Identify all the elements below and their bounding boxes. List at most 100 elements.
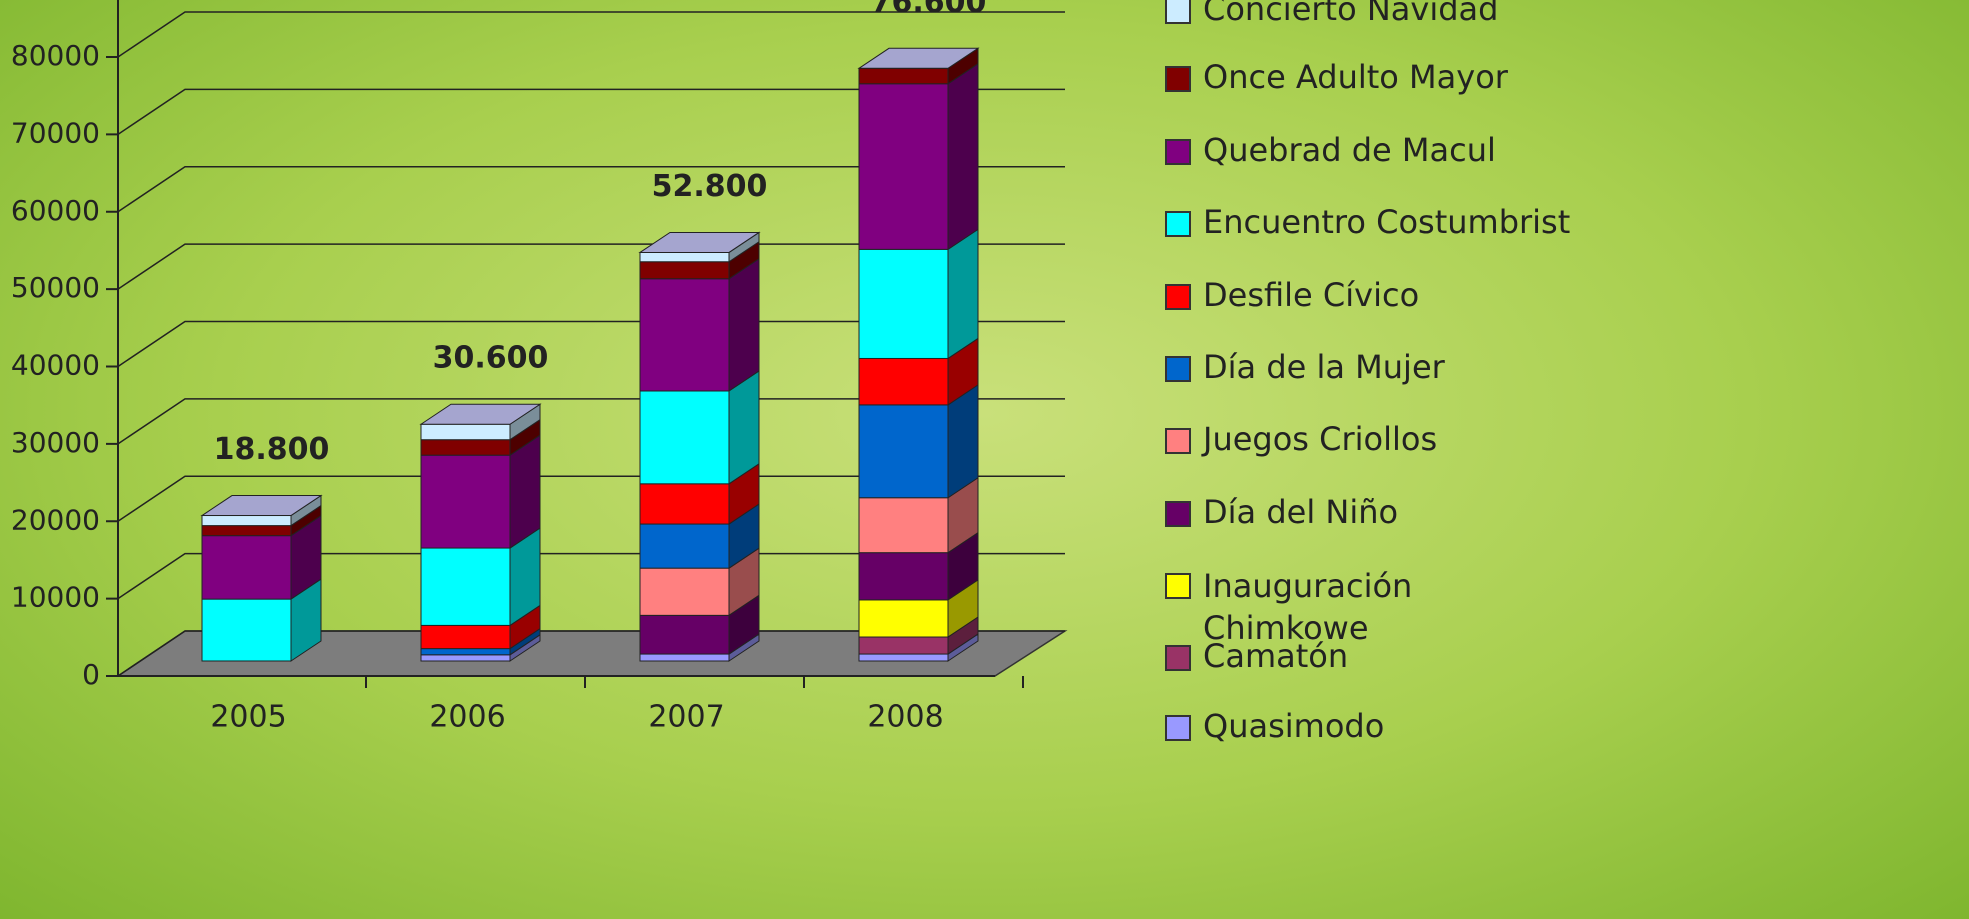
bar-segment [639, 547, 760, 617]
bar-side [947, 228, 979, 360]
bar-segment [201, 494, 322, 527]
legend-swatch [1165, 428, 1191, 454]
bar-segment [639, 257, 760, 392]
total-label: 18.800 [214, 432, 330, 467]
bar-front [858, 552, 949, 601]
legend-label: Desfile Cívico [1203, 276, 1420, 314]
bar-segment [858, 531, 979, 601]
bar-segment [858, 616, 979, 655]
x-tick-label: 2006 [429, 700, 505, 735]
total-label: 76.600 [871, 0, 987, 20]
legend-label: Concierto Navidad [1203, 0, 1499, 28]
legend-label: Encuentro Costumbrist [1203, 203, 1571, 241]
bar-segment [420, 527, 541, 627]
bar-lid [419, 403, 542, 425]
bar-segment [420, 418, 541, 457]
total-label: 30.600 [433, 341, 549, 376]
bar-segment [639, 503, 760, 570]
grid-line [117, 398, 1065, 445]
bar-front [858, 497, 949, 554]
grid-line [117, 630, 1065, 677]
bar-front [858, 357, 949, 406]
legend-label: Once Adulto Mayor [1203, 58, 1508, 96]
legend-item: Día de la Mujer [1165, 348, 1445, 386]
legend-item: Juegos Criollos [1165, 420, 1437, 458]
bar-front [420, 648, 511, 656]
bar-front [639, 251, 730, 263]
legend-swatch [1165, 139, 1191, 165]
legend-item: Inauguración Chimkowe [1165, 565, 1443, 649]
x-tick-label: 2008 [867, 700, 943, 735]
legend-swatch [1165, 715, 1191, 741]
bar-lid [638, 231, 761, 253]
bar-lid [200, 495, 323, 517]
bar-side [947, 62, 979, 251]
bar-front [858, 248, 949, 359]
legend-label: Día de la Mujer [1203, 348, 1445, 386]
bar-segment [858, 476, 979, 554]
legend-item: Camatón [1165, 637, 1348, 675]
legend-item: Once Adulto Mayor [1165, 58, 1508, 96]
bar-front [420, 439, 511, 456]
bar-front [420, 654, 511, 662]
bar-front [201, 535, 292, 600]
bar-segment [201, 578, 322, 662]
y-tick-label: 70000 [11, 116, 100, 149]
legend-item: Desfile Cívico [1165, 276, 1419, 314]
bar-lid [857, 47, 980, 69]
bar-front [639, 390, 730, 485]
bar-side [728, 257, 760, 392]
legend-label: Inauguración Chimkowe [1203, 567, 1413, 647]
bar-segment [858, 383, 979, 499]
legend-swatch [1165, 356, 1191, 382]
bar-front [639, 278, 730, 392]
bar-segment [858, 47, 979, 85]
bar-front [639, 614, 730, 655]
bar-front [639, 567, 730, 616]
legend-swatch [1165, 645, 1191, 671]
legend-label: Camatón [1203, 637, 1349, 675]
legend-item: Quasimodo [1165, 707, 1384, 745]
grid-line [117, 552, 1065, 600]
bar-segment [858, 228, 979, 360]
legend-item: Quebrad de Macul [1165, 131, 1496, 169]
bar-segment [420, 434, 541, 549]
y-tick-label: 30000 [11, 426, 100, 459]
y-tick-label: 0 [82, 658, 100, 691]
grid-line [117, 88, 1065, 135]
bar-front [201, 515, 292, 527]
y-tick-label: 50000 [11, 271, 100, 304]
grid-line [117, 475, 1065, 522]
legend-label: Quasimodo [1203, 707, 1385, 745]
bar-segment [858, 578, 979, 638]
total-label: 52.800 [652, 169, 768, 204]
bar-front [639, 261, 730, 280]
bar-front [858, 67, 949, 85]
bar-front [858, 599, 949, 638]
legend-item: Encuentro Costumbrist [1165, 203, 1570, 241]
legend-label: Día del Niño [1203, 493, 1399, 531]
legend-swatch [1165, 573, 1191, 599]
bar-front [420, 624, 511, 650]
legend-swatch [1165, 66, 1191, 92]
grid-line [117, 166, 1065, 213]
legend-item: Día del Niño [1165, 493, 1398, 531]
legend-item: Concierto Navidad [1165, 0, 1498, 28]
legend-label: Quebrad de Macul [1203, 131, 1496, 169]
y-tick-label: 20000 [11, 503, 100, 536]
bar-segment [201, 514, 322, 601]
bar-front [858, 653, 949, 662]
legend-swatch [1165, 501, 1191, 527]
bar-front [639, 483, 730, 525]
bar-front [858, 636, 949, 655]
y-tick-label: 60000 [11, 194, 100, 227]
x-tick-label: 2007 [648, 700, 724, 735]
grid-line [117, 11, 1065, 58]
bar-front [420, 454, 511, 549]
bar-front [639, 653, 730, 662]
x-tick-label: 2005 [210, 700, 286, 735]
bar-front [201, 525, 292, 537]
y-tick-label: 80000 [11, 39, 100, 72]
